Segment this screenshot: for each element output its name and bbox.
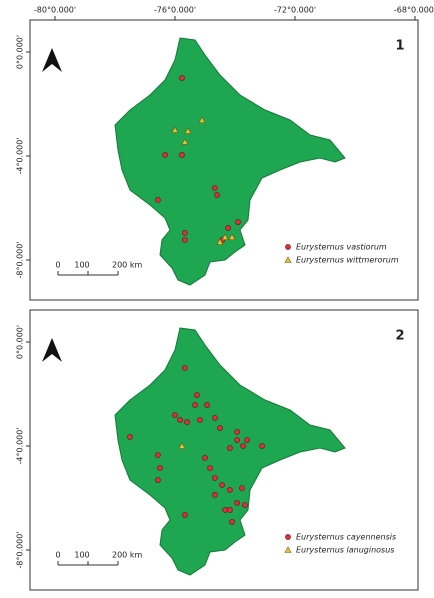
occurrence-point bbox=[226, 487, 233, 493]
occurrence-point bbox=[235, 219, 241, 225]
occurrence-triangle bbox=[171, 126, 179, 133]
occurrence-point bbox=[154, 477, 161, 483]
scale-label: 0 bbox=[55, 261, 60, 270]
lon-label: -76°0.000' bbox=[154, 6, 196, 15]
scale-label: 100 bbox=[74, 261, 89, 270]
occurrence-point bbox=[244, 437, 250, 443]
occurrence-point bbox=[225, 225, 231, 231]
legend-label: Eurysternus wittmerorum bbox=[296, 256, 399, 265]
panel-number: 1 bbox=[395, 39, 404, 54]
occurrence-point bbox=[157, 465, 163, 471]
occurrence-triangle bbox=[198, 116, 206, 123]
occurrence-point bbox=[234, 437, 240, 443]
legend-symbol bbox=[285, 534, 291, 540]
occurrence-point bbox=[207, 465, 213, 471]
legend-label: Eurysternus cayennensis bbox=[296, 533, 396, 542]
occurrence-point bbox=[229, 519, 235, 525]
occurrence-point bbox=[177, 417, 183, 423]
occurrence-point bbox=[226, 507, 233, 513]
occurrence-point bbox=[211, 491, 218, 498]
occurrence-point bbox=[181, 237, 188, 243]
lat-label: -8°0.000' bbox=[16, 531, 25, 568]
panel-number: 2 bbox=[395, 329, 404, 344]
occurrence-point bbox=[226, 445, 233, 451]
lon-label: -80°0.000' bbox=[34, 6, 76, 15]
occurrence-point bbox=[238, 485, 245, 492]
occurrence-point bbox=[154, 452, 161, 458]
scale-label: 200 km bbox=[112, 551, 142, 560]
lat-label: -8°0.000' bbox=[16, 241, 25, 278]
occurrence-point bbox=[211, 185, 218, 191]
occurrence-point bbox=[181, 230, 188, 236]
occurrence-point bbox=[193, 392, 200, 398]
legend-symbol bbox=[284, 256, 292, 263]
occurrence-point bbox=[202, 455, 208, 461]
lat-label: -4°0.000' bbox=[16, 427, 25, 464]
occurrence-point bbox=[127, 433, 133, 440]
occurrence-triangle bbox=[216, 238, 224, 245]
occurrence-point bbox=[219, 482, 225, 488]
occurrence-point bbox=[234, 500, 240, 506]
legend-label: Eurysternus lanuginosus bbox=[296, 546, 394, 555]
occurrence-triangle bbox=[228, 233, 236, 240]
occurrence-point bbox=[222, 507, 228, 513]
occurrence-point bbox=[184, 419, 190, 425]
occurrence-triangle bbox=[184, 127, 192, 134]
lon-label: -72°0.000' bbox=[274, 6, 316, 15]
lat-label: 0°0.000' bbox=[16, 35, 25, 69]
lat-label: -4°0.000' bbox=[16, 137, 25, 174]
occurrence-point bbox=[172, 412, 178, 418]
occurrence-point bbox=[240, 443, 246, 449]
occurrence-point bbox=[211, 475, 218, 481]
occurrence-triangle bbox=[178, 442, 186, 449]
lon-label: -68°0.000' bbox=[394, 6, 434, 15]
occurrence-point bbox=[178, 152, 185, 158]
occurrence-point bbox=[196, 417, 203, 423]
occurrence-point bbox=[178, 75, 185, 81]
occurrence-triangle bbox=[181, 138, 189, 145]
lat-label: 0°0.000' bbox=[16, 325, 25, 359]
map-panel: 0°0.000' -4°0.000' -8°0.000' 2 0 100 200 km Eur… bbox=[16, 309, 419, 591]
scale-label: 0 bbox=[55, 551, 60, 560]
scale-label: 100 bbox=[74, 551, 89, 560]
map-panel: 0°0.000' -4°0.000' -8°0.000' 1 0 100 200 km Eur… bbox=[16, 19, 419, 301]
occurrence-point bbox=[154, 197, 161, 203]
occurrence-point bbox=[214, 192, 220, 198]
legend-label: Eurysternus vastiorum bbox=[296, 243, 387, 252]
legend-symbol bbox=[284, 546, 292, 553]
occurrence-point bbox=[204, 402, 210, 408]
occurrence-point bbox=[181, 511, 188, 518]
occurrence-point bbox=[181, 365, 188, 371]
occurrence-point bbox=[211, 415, 218, 421]
scale-label: 200 km bbox=[112, 261, 142, 270]
occurrence-point bbox=[217, 425, 223, 431]
occurrence-point bbox=[234, 429, 240, 435]
occurrence-point bbox=[241, 502, 248, 508]
occurrence-point bbox=[192, 402, 198, 408]
occurrence-point bbox=[259, 443, 265, 449]
occurrence-triangle bbox=[221, 233, 229, 240]
legend-symbol bbox=[285, 244, 291, 250]
occurrence-point bbox=[162, 152, 168, 158]
